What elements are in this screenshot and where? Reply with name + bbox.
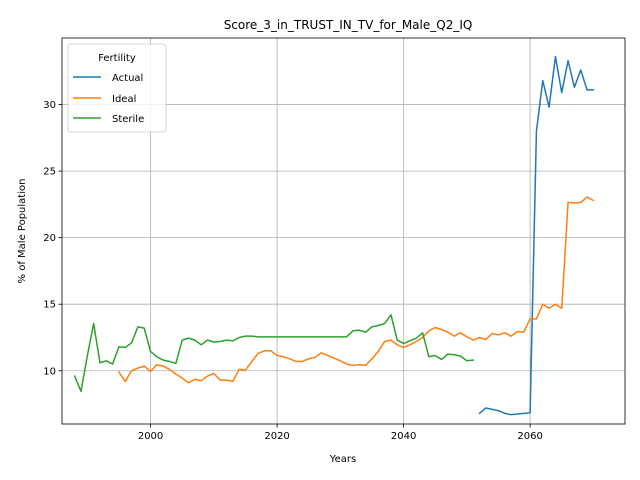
x-tick-label: 2060 xyxy=(517,431,542,442)
y-tick-label: 20 xyxy=(43,233,56,244)
series-line-sterile xyxy=(73,314,475,393)
legend-label-sterile: Sterile xyxy=(112,114,144,125)
y-tick-label: 10 xyxy=(43,366,56,377)
legend: Fertility Actual Ideal Sterile xyxy=(67,43,167,133)
legend-box xyxy=(67,43,167,133)
series-line-ideal xyxy=(117,196,595,384)
legend-title: Fertility xyxy=(98,53,136,64)
y-tick-label: 15 xyxy=(43,300,56,311)
y-tick-label: 25 xyxy=(43,167,56,178)
x-tick-label: 2040 xyxy=(391,431,416,442)
tick-layer: 2000 2020 2040 2060 10 15 20 25 30 xyxy=(43,100,543,442)
chart-title: Score_3_in_TRUST_IN_TV_for_Male_Q2_IQ xyxy=(224,18,473,32)
series-layer xyxy=(73,55,595,416)
legend-label-ideal: Ideal xyxy=(112,94,136,105)
y-tick-label: 30 xyxy=(43,100,56,111)
x-tick-label: 2020 xyxy=(264,431,289,442)
y-axis-label: % of Male Population xyxy=(17,179,28,284)
legend-label-actual: Actual xyxy=(112,73,143,84)
x-tick-label: 2000 xyxy=(138,431,163,442)
plot-area-frame xyxy=(61,37,626,425)
series-line-actual xyxy=(478,55,595,416)
x-axis-label: Years xyxy=(329,454,356,465)
